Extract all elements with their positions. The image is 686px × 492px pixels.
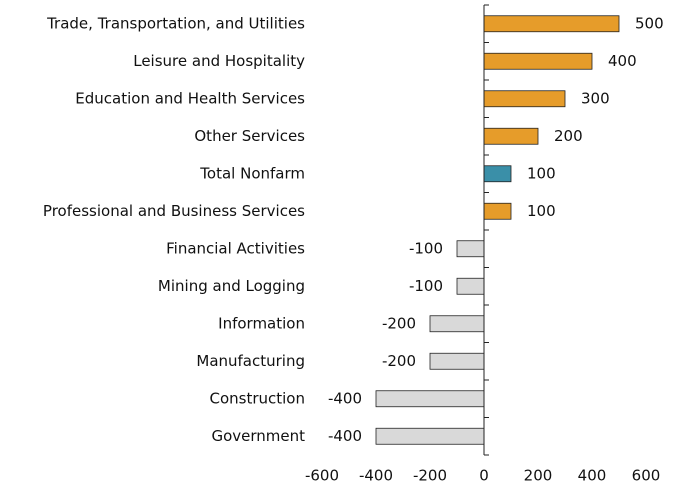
category-label: Other Services <box>194 127 305 145</box>
bar <box>456 240 485 258</box>
x-tick-label: 400 <box>578 467 607 485</box>
x-tick-label: -600 <box>305 467 339 485</box>
value-label: -200 <box>382 314 416 332</box>
category-label: Leisure and Hospitality <box>133 52 305 70</box>
bar <box>429 352 485 370</box>
bar <box>483 90 566 108</box>
value-label: -100 <box>409 277 443 295</box>
bar <box>375 427 485 445</box>
value-label: -200 <box>382 352 416 370</box>
category-label: Professional and Business Services <box>43 202 305 220</box>
bar <box>483 202 512 220</box>
value-label: 100 <box>527 164 556 182</box>
x-tick-label: 600 <box>632 467 661 485</box>
value-label: -400 <box>328 389 362 407</box>
x-tick-label: 200 <box>524 467 553 485</box>
category-label: Government <box>211 427 305 445</box>
category-label: Manufacturing <box>196 352 305 370</box>
category-label: Construction <box>209 389 305 407</box>
value-label: 500 <box>635 14 664 32</box>
category-label: Financial Activities <box>166 239 305 257</box>
bar <box>429 315 485 333</box>
value-label: 300 <box>581 89 610 107</box>
value-label: -100 <box>409 239 443 257</box>
value-label: -400 <box>328 427 362 445</box>
value-label: 400 <box>608 52 637 70</box>
category-label: Total Nonfarm <box>199 164 305 182</box>
bar <box>375 390 485 408</box>
x-tick-label: -200 <box>413 467 447 485</box>
value-label: 200 <box>554 127 583 145</box>
bar <box>483 127 539 145</box>
value-label: 100 <box>527 202 556 220</box>
bar <box>483 15 620 33</box>
bar <box>456 277 485 295</box>
x-tick-label: 0 <box>479 467 489 485</box>
bar <box>483 165 512 183</box>
bar <box>483 52 593 70</box>
category-label: Trade, Transportation, and Utilities <box>46 14 305 32</box>
x-tick-label: -400 <box>359 467 393 485</box>
category-label: Information <box>218 314 305 332</box>
category-label: Mining and Logging <box>158 277 305 295</box>
category-label: Education and Health Services <box>75 89 305 107</box>
